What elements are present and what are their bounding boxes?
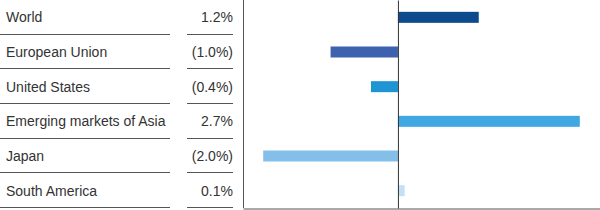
row-separator [0, 34, 170, 35]
plot-border [243, 0, 244, 208]
value-label: 0.1% [201, 183, 233, 199]
row-separators [0, 35, 233, 208]
category-label: South America [6, 183, 97, 199]
row-separator [187, 138, 233, 139]
value-label: (0.4%) [192, 79, 233, 95]
row-separator [0, 138, 170, 139]
tick [398, 1, 399, 209]
row-separator [0, 103, 170, 104]
x-axis [244, 1, 600, 210]
value-labels: 1.2% (1.0%) (0.4%) 2.7% (2.0%) 0.1% [192, 9, 233, 198]
zero-line [398, 1, 399, 209]
value-label: 1.2% [201, 9, 233, 25]
chart: World European Union United States Emerging… [0, 0, 600, 210]
bars [263, 12, 580, 196]
row-separator [187, 103, 233, 104]
bar [398, 12, 479, 23]
row-separator [187, 68, 233, 69]
category-label: European Union [6, 44, 107, 60]
axis-line [244, 209, 600, 210]
bar [331, 47, 398, 58]
row-separator [0, 207, 170, 208]
category-label: Japan [6, 148, 44, 164]
category-labels: World European Union United States Emerging… [6, 9, 166, 198]
row-separator [187, 34, 233, 35]
value-label: (2.0%) [192, 148, 233, 164]
category-label: Emerging markets of Asia [6, 113, 166, 129]
value-label: 2.7% [201, 113, 233, 129]
category-label: United States [6, 79, 90, 95]
row-separator [187, 207, 233, 208]
row-separator [187, 172, 233, 173]
bar [398, 185, 405, 196]
category-label: World [6, 9, 42, 25]
bar [263, 151, 398, 162]
bar [398, 116, 580, 127]
row-separator [0, 68, 170, 69]
bar [371, 81, 398, 92]
value-label: (1.0%) [192, 44, 233, 60]
row-separator [0, 172, 170, 173]
